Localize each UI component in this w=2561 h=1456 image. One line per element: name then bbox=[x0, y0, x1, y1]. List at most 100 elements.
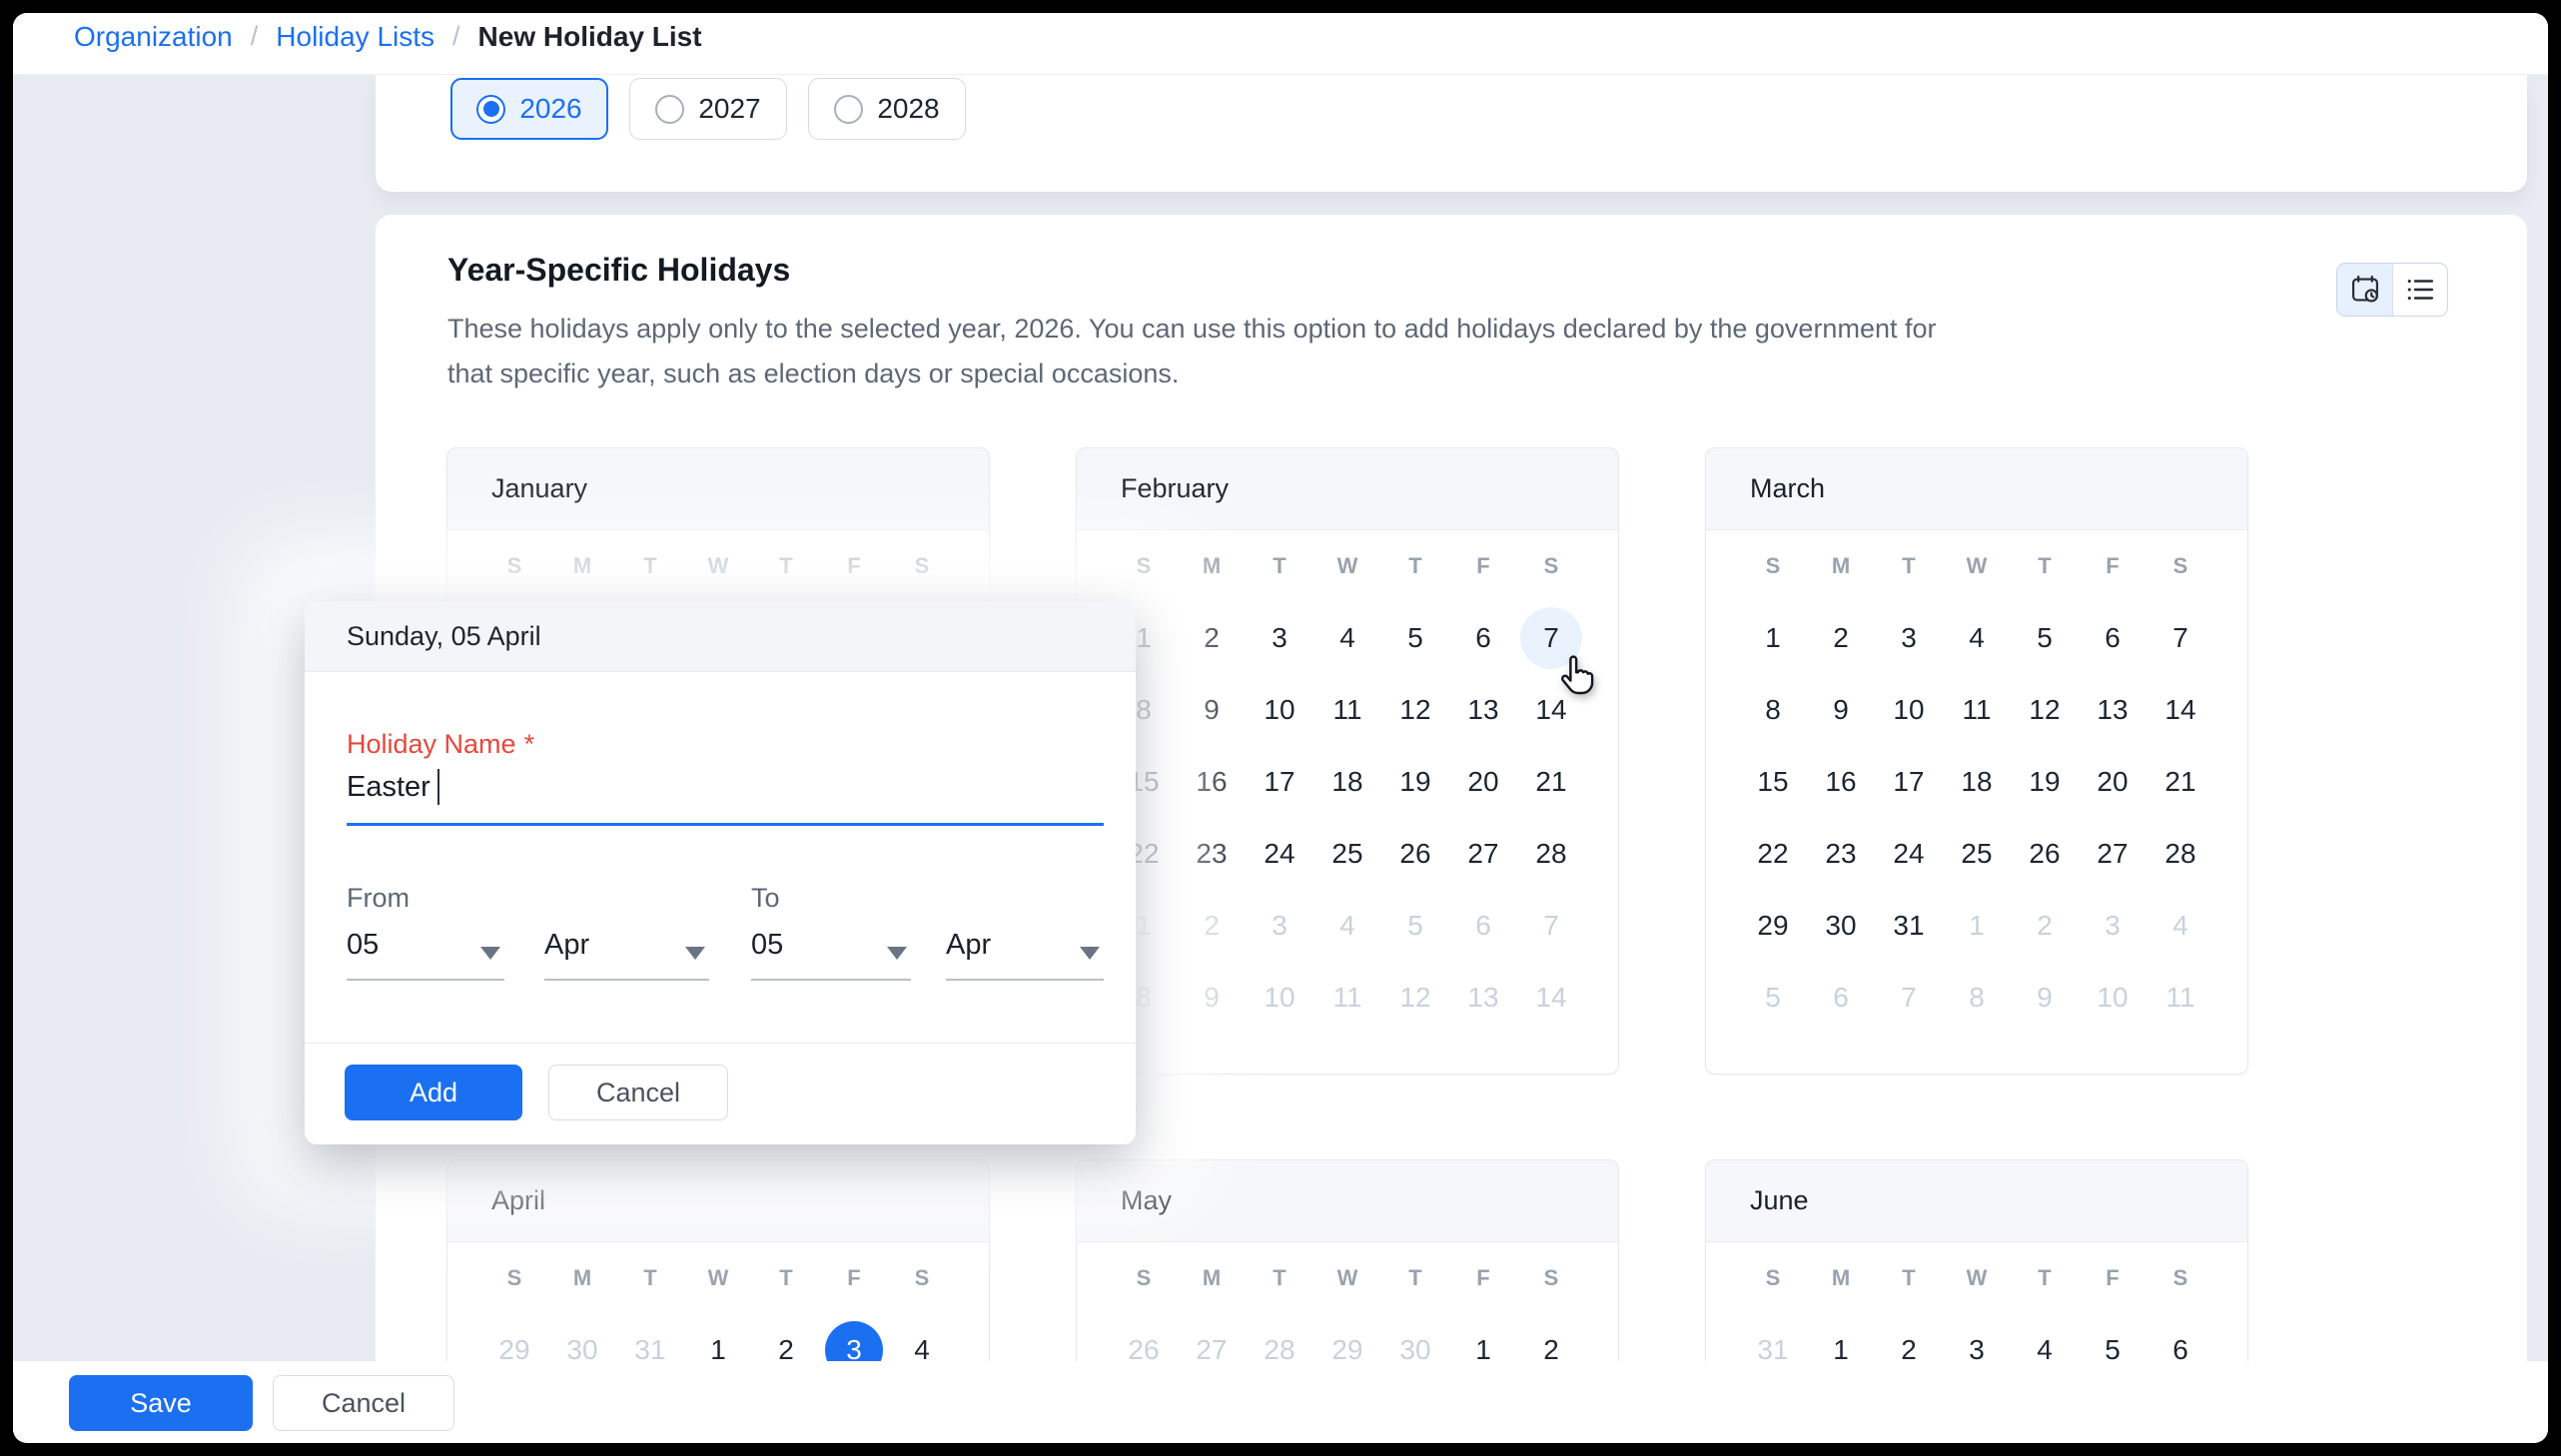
calendar-day-march-2[interactable]: 2 bbox=[1833, 622, 1849, 653]
calendar-day-february-18[interactable]: 18 bbox=[1331, 766, 1363, 797]
calendar-day-february-21[interactable]: 21 bbox=[1535, 766, 1567, 797]
to-month-select[interactable]: Apr bbox=[946, 927, 1104, 981]
calendar-day-march-26[interactable]: 26 bbox=[2029, 838, 2061, 869]
day-of-week-header: S bbox=[506, 1265, 522, 1290]
calendar-day-march-31[interactable]: 31 bbox=[1893, 910, 1925, 941]
calendar-day-february-5[interactable]: 5 bbox=[1407, 622, 1423, 653]
calendar-day-february-19[interactable]: 19 bbox=[1399, 766, 1431, 797]
calendar-day-march-3-adjacent: 3 bbox=[2105, 910, 2121, 941]
calendar-day-march-11[interactable]: 11 bbox=[1962, 694, 1992, 725]
calendar-day-march-10[interactable]: 10 bbox=[1893, 694, 1925, 725]
save-button[interactable]: Save bbox=[69, 1375, 253, 1431]
calendar-day-march-24[interactable]: 24 bbox=[1893, 838, 1925, 869]
radio-unselected-icon bbox=[834, 94, 864, 124]
breadcrumb-separator: / bbox=[250, 21, 259, 51]
holiday-name-input[interactable]: Easter bbox=[347, 769, 439, 805]
calendar-day-february-16[interactable]: 16 bbox=[1196, 766, 1228, 797]
calendar-day-march-5[interactable]: 5 bbox=[2037, 622, 2053, 653]
calendar-day-february-6[interactable]: 6 bbox=[1475, 622, 1491, 653]
calendar-day-february-4[interactable]: 4 bbox=[1339, 622, 1355, 653]
calendar-day-february-11[interactable]: 11 bbox=[1332, 694, 1362, 725]
dialog-divider bbox=[305, 1043, 1136, 1044]
calendar-day-march-28[interactable]: 28 bbox=[2164, 838, 2196, 869]
calendar-day-june-1[interactable]: 1 bbox=[1833, 1334, 1849, 1365]
calendar-day-march-15[interactable]: 15 bbox=[1757, 766, 1789, 797]
calendar-day-march-23[interactable]: 23 bbox=[1825, 838, 1857, 869]
input-underline bbox=[347, 823, 1104, 826]
list-view-button[interactable] bbox=[2392, 264, 2447, 316]
calendar-day-february-28[interactable]: 28 bbox=[1535, 838, 1567, 869]
calendar-day-february-13[interactable]: 13 bbox=[1467, 694, 1499, 725]
breadcrumb-organization[interactable]: Organization bbox=[74, 20, 233, 52]
add-button[interactable]: Add bbox=[345, 1065, 522, 1120]
calendar-day-february-27[interactable]: 27 bbox=[1467, 838, 1499, 869]
calendar-day-april-4[interactable]: 4 bbox=[914, 1334, 930, 1365]
calendar-day-march-19[interactable]: 19 bbox=[2029, 766, 2061, 797]
calendar-day-february-25[interactable]: 25 bbox=[1331, 838, 1363, 869]
calendar-day-february-23[interactable]: 23 bbox=[1196, 838, 1228, 869]
year-option-label: 2028 bbox=[877, 93, 940, 124]
calendar-day-march-8[interactable]: 8 bbox=[1765, 694, 1781, 725]
calendar-day-june-4[interactable]: 4 bbox=[2037, 1334, 2053, 1365]
calendar-day-may-2[interactable]: 2 bbox=[1543, 1334, 1559, 1365]
calendar-day-april-2[interactable]: 2 bbox=[778, 1334, 794, 1365]
calendar-day-june-5[interactable]: 5 bbox=[2105, 1334, 2121, 1365]
calendar-day-march-29[interactable]: 29 bbox=[1757, 910, 1789, 941]
calendar-day-february-9[interactable]: 9 bbox=[1204, 694, 1220, 725]
calendar-day-february-26[interactable]: 26 bbox=[1399, 838, 1431, 869]
calendar-day-march-25[interactable]: 25 bbox=[1961, 838, 1993, 869]
calendar-day-march-12[interactable]: 12 bbox=[2029, 694, 2061, 725]
calendar-day-february-1[interactable]: 1 bbox=[1136, 622, 1152, 653]
day-of-week-header: F bbox=[847, 553, 861, 578]
calendar-day-april-29-adjacent: 29 bbox=[498, 1334, 530, 1365]
day-of-week-header: T bbox=[1902, 553, 1916, 578]
day-of-week-header: T bbox=[1902, 1265, 1916, 1290]
calendar-day-april-1[interactable]: 1 bbox=[710, 1334, 726, 1365]
calendar-day-march-9-adjacent: 9 bbox=[2037, 982, 2053, 1013]
calendar-day-may-29-adjacent: 29 bbox=[1331, 1334, 1363, 1365]
calendar-day-march-20[interactable]: 20 bbox=[2097, 766, 2129, 797]
to-day-value: 05 bbox=[751, 929, 784, 961]
year-option-2028[interactable]: 2028 bbox=[808, 78, 966, 140]
to-day-select[interactable]: 05 bbox=[751, 927, 911, 981]
calendar-week-row: 26 27 28 29 30 1 2 bbox=[1077, 1314, 1618, 1386]
calendar-day-march-4[interactable]: 4 bbox=[1969, 622, 1985, 653]
calendar-day-march-27[interactable]: 27 bbox=[2097, 838, 2129, 869]
calendar-day-february-20[interactable]: 20 bbox=[1467, 766, 1499, 797]
day-of-week-header: T bbox=[643, 553, 657, 578]
calendar-day-march-16[interactable]: 16 bbox=[1825, 766, 1857, 797]
calendar-day-june-3[interactable]: 3 bbox=[1969, 1334, 1985, 1365]
month-title: May bbox=[1121, 1185, 1173, 1215]
calendar-view-button[interactable] bbox=[2337, 264, 2392, 316]
calendar-day-march-9[interactable]: 9 bbox=[1833, 694, 1849, 725]
calendar-day-june-6[interactable]: 6 bbox=[2172, 1334, 2188, 1365]
from-month-select[interactable]: Apr bbox=[544, 927, 709, 981]
cancel-button[interactable]: Cancel bbox=[273, 1375, 454, 1431]
calendar-day-march-22[interactable]: 22 bbox=[1757, 838, 1789, 869]
calendar-day-february-14[interactable]: 14 bbox=[1535, 694, 1567, 725]
calendar-day-february-3[interactable]: 3 bbox=[1272, 622, 1287, 653]
calendar-day-march-13[interactable]: 13 bbox=[2097, 694, 2129, 725]
dialog-cancel-button[interactable]: Cancel bbox=[548, 1065, 728, 1120]
calendar-day-march-30[interactable]: 30 bbox=[1825, 910, 1857, 941]
year-option-2027[interactable]: 2027 bbox=[629, 78, 787, 140]
calendar-day-march-7[interactable]: 7 bbox=[2172, 622, 2188, 653]
calendar-day-march-3[interactable]: 3 bbox=[1901, 622, 1917, 653]
calendar-day-march-14[interactable]: 14 bbox=[2164, 694, 2196, 725]
calendar-day-june-2[interactable]: 2 bbox=[1901, 1334, 1917, 1365]
calendar-day-february-8[interactable]: 8 bbox=[1136, 694, 1152, 725]
calendar-day-march-1[interactable]: 1 bbox=[1765, 622, 1781, 653]
calendar-day-may-1[interactable]: 1 bbox=[1475, 1334, 1491, 1365]
year-option-2026[interactable]: 2026 bbox=[450, 78, 608, 140]
calendar-day-february-17[interactable]: 17 bbox=[1264, 766, 1295, 797]
calendar-day-february-24[interactable]: 24 bbox=[1264, 838, 1295, 869]
calendar-day-march-6[interactable]: 6 bbox=[2105, 622, 2121, 653]
calendar-day-march-18[interactable]: 18 bbox=[1961, 766, 1993, 797]
calendar-day-february-12[interactable]: 12 bbox=[1399, 694, 1431, 725]
breadcrumb-holiday-lists[interactable]: Holiday Lists bbox=[276, 20, 435, 52]
from-day-select[interactable]: 05 bbox=[347, 927, 504, 981]
calendar-day-february-2[interactable]: 2 bbox=[1204, 622, 1220, 653]
calendar-day-march-21[interactable]: 21 bbox=[2164, 766, 2196, 797]
calendar-day-february-10[interactable]: 10 bbox=[1264, 694, 1295, 725]
calendar-day-march-17[interactable]: 17 bbox=[1893, 766, 1925, 797]
